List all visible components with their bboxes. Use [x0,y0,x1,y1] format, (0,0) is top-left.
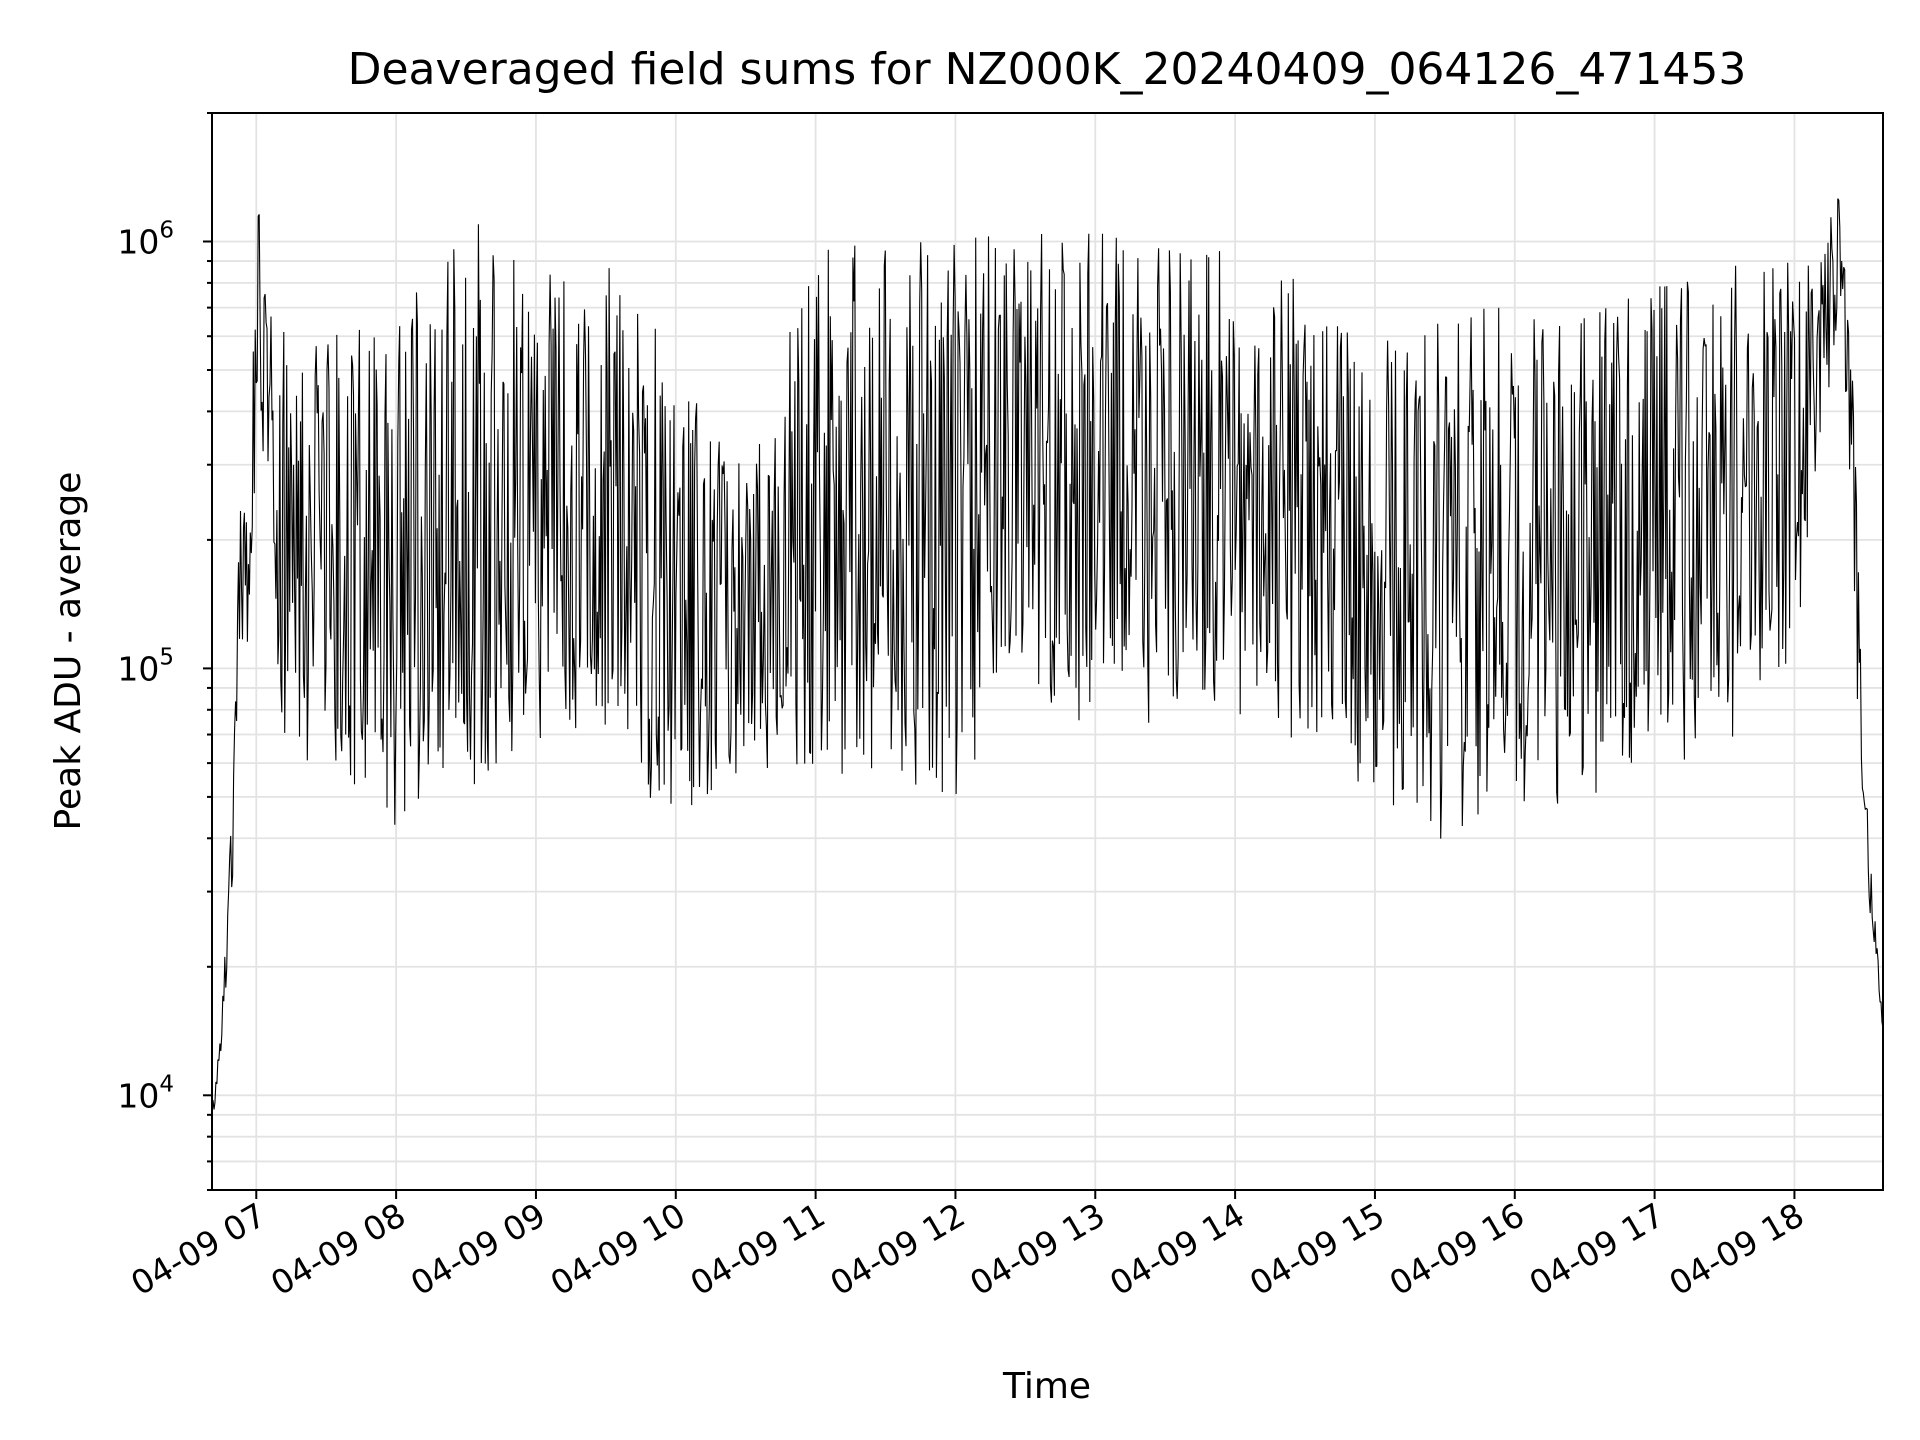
y-axis-label: Peak ADU - average [48,472,89,831]
y-tick-label: 105 [117,644,174,688]
y-tick-label: 104 [117,1071,174,1115]
x-axis-label: Time [1002,1366,1091,1407]
series-line [211,198,1884,1114]
y-tick-label: 106 [117,218,174,262]
y-axis-ticks: 104 105 106 [117,112,212,1191]
plot-frame [211,112,1884,1191]
grid [212,112,1883,1191]
data-series [211,198,1884,1114]
chart-title: Deaveraged field sums for NZ000K_2024040… [348,44,1747,95]
